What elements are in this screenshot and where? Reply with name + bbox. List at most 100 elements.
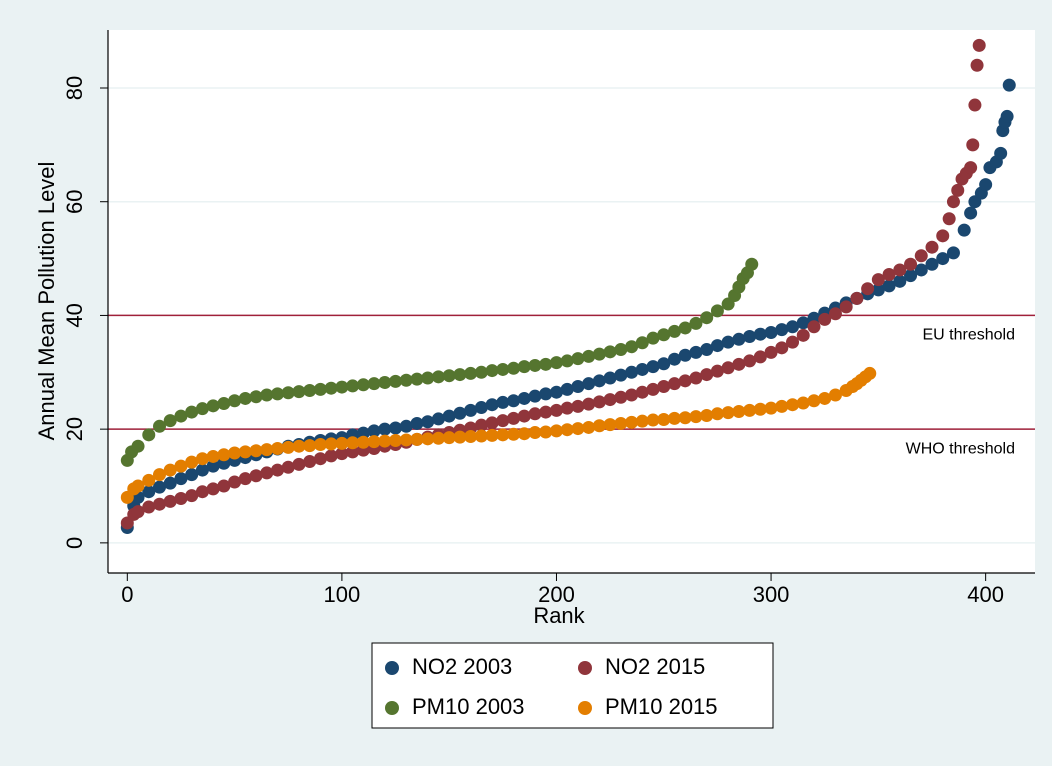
point (743, 403, 757, 417)
point (271, 463, 285, 477)
point (421, 432, 435, 446)
point (153, 480, 166, 494)
point (689, 371, 703, 385)
point (142, 500, 156, 514)
point (678, 374, 692, 388)
point (635, 362, 649, 376)
point (163, 476, 177, 490)
point (646, 360, 660, 374)
point (861, 282, 875, 296)
point (582, 377, 596, 391)
point (195, 452, 209, 466)
point (367, 435, 381, 449)
point (206, 482, 220, 496)
point (517, 427, 531, 441)
point (346, 436, 360, 450)
point (464, 430, 478, 444)
point (592, 395, 606, 409)
point (942, 212, 956, 226)
point (743, 354, 757, 368)
plot-area (108, 30, 1035, 573)
point (163, 494, 177, 508)
legend-box (371, 642, 774, 729)
point (646, 382, 660, 396)
point (582, 349, 596, 363)
point (313, 437, 327, 451)
point (710, 364, 724, 378)
point (796, 328, 810, 342)
point (185, 468, 199, 482)
point (582, 397, 596, 411)
point (507, 394, 521, 408)
point (474, 418, 488, 432)
point (378, 434, 392, 448)
point (614, 343, 628, 357)
point (217, 448, 231, 462)
point (635, 414, 649, 428)
point (603, 345, 617, 359)
point (281, 460, 295, 474)
legend-marker (385, 701, 399, 715)
point (893, 263, 907, 277)
legend-marker (385, 661, 399, 675)
point (871, 273, 885, 287)
point (914, 263, 928, 277)
point (142, 428, 156, 442)
point (625, 340, 639, 354)
point (507, 427, 521, 441)
point (281, 440, 295, 454)
point (410, 372, 424, 386)
point (571, 399, 585, 413)
point (131, 505, 145, 519)
legend-marker (578, 701, 592, 715)
y-axis-label: Annual Mean Pollution Level (34, 162, 59, 441)
point (378, 376, 392, 390)
point (957, 223, 971, 237)
point (668, 352, 681, 366)
series (120, 257, 759, 467)
point (560, 354, 574, 368)
point (700, 343, 714, 357)
point (153, 497, 166, 511)
point (249, 469, 263, 483)
point (260, 466, 274, 480)
point (972, 38, 986, 52)
point (904, 257, 918, 271)
point (936, 229, 950, 243)
point (964, 161, 978, 175)
series (120, 366, 877, 504)
ticks: 0 20 40 60 80 0 100 200 300 400 (62, 76, 1004, 607)
y-tick-label: 60 (62, 189, 87, 213)
point (313, 452, 327, 466)
point (732, 332, 746, 346)
point (689, 345, 703, 359)
point (153, 468, 166, 482)
point (517, 409, 531, 423)
point (571, 380, 585, 394)
point (153, 419, 166, 433)
point (174, 472, 188, 486)
point (528, 426, 542, 440)
point (668, 411, 681, 425)
point (303, 383, 317, 397)
point (678, 411, 692, 425)
point (185, 405, 199, 419)
point (507, 411, 521, 425)
point (399, 373, 413, 387)
legend-label: NO2 2003 (412, 654, 512, 679)
point (657, 412, 671, 426)
point (303, 439, 317, 453)
point (163, 414, 177, 428)
point (185, 489, 199, 503)
point (474, 365, 488, 379)
point (174, 409, 188, 423)
point (517, 360, 531, 374)
point (764, 325, 778, 339)
point (260, 388, 274, 402)
point (964, 206, 978, 220)
legend-label: PM10 2003 (412, 694, 525, 719)
point (828, 307, 842, 321)
point (238, 445, 252, 459)
point (228, 446, 242, 460)
